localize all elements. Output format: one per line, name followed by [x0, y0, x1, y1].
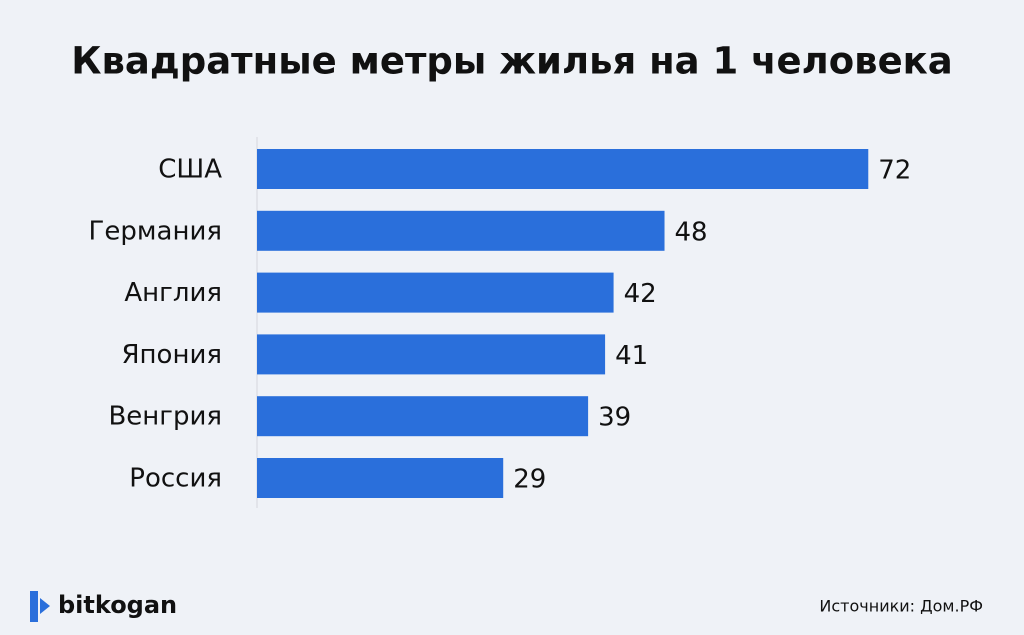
brand: bitkogan	[58, 591, 177, 619]
logo-icon	[30, 591, 50, 622]
value-label: 72	[878, 156, 911, 186]
chart-title: Квадратные метры жилья на 1 человека	[71, 40, 953, 83]
value-label: 48	[675, 217, 708, 247]
bar	[257, 396, 589, 437]
y-tick-label: Германия	[89, 216, 222, 246]
value-label: 41	[615, 341, 648, 371]
y-tick-label: Россия	[129, 464, 222, 494]
y-tick-label: США	[158, 155, 222, 185]
value-label: 42	[624, 279, 657, 309]
bar	[257, 210, 665, 251]
y-tick-label: Венгрия	[108, 402, 222, 432]
bar	[257, 149, 869, 189]
value-label: 29	[513, 465, 546, 495]
y-tick-label: Япония	[121, 340, 222, 370]
bar	[257, 272, 614, 313]
value-label: 39	[598, 403, 631, 433]
y-tick-label: Англия	[124, 278, 222, 308]
bar	[257, 334, 606, 375]
bar	[257, 458, 504, 498]
source: Источники: Дом.РФ	[819, 597, 983, 616]
